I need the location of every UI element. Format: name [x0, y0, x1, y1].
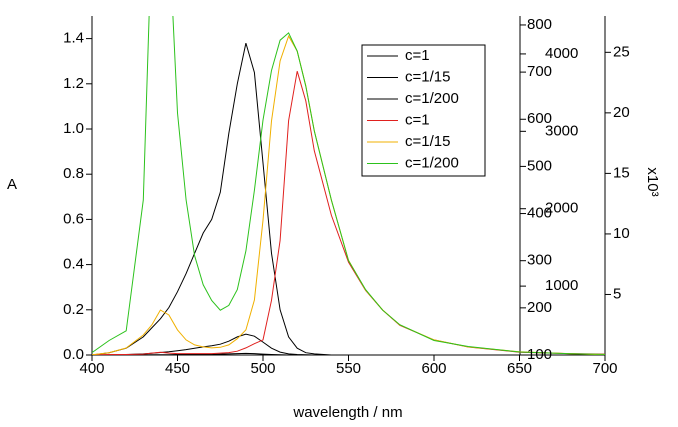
- y4-axis-label: x10³: [644, 167, 661, 196]
- y-tick-label: 2000: [545, 200, 578, 217]
- x-tick-label: 650: [507, 360, 532, 377]
- y-tick-label: 0.2: [63, 301, 84, 318]
- legend-label: c=1/200: [405, 154, 459, 171]
- y-tick-label: 0.8: [63, 165, 84, 182]
- legend-label: c=1/15: [405, 68, 450, 85]
- y-tick-label: 1000: [545, 277, 578, 294]
- y-tick-label: 200: [527, 299, 552, 316]
- legend-label: c=1: [405, 47, 430, 64]
- y-tick-label: 20: [613, 104, 630, 121]
- y-tick-label: 600: [527, 110, 552, 127]
- x-tick-label: 700: [592, 360, 617, 377]
- y-tick-label: 3000: [545, 122, 578, 139]
- y-tick-label: 5: [613, 285, 621, 302]
- legend-label: c=1/15: [405, 133, 450, 150]
- legend: [361, 44, 486, 177]
- y-tick-label: 1.0: [63, 120, 84, 137]
- y-tick-label: 0.6: [63, 210, 84, 227]
- y-tick-label: 700: [527, 63, 552, 80]
- y-tick-label: 400: [527, 205, 552, 222]
- y-tick-label: 300: [527, 252, 552, 269]
- y-tick-label: 10: [613, 225, 630, 242]
- legend-label: c=1: [405, 111, 430, 128]
- series-line: [92, 16, 605, 355]
- y-axis-label: A: [7, 176, 17, 193]
- x-tick-label: 550: [336, 360, 361, 377]
- y-tick-label: 800: [527, 16, 552, 33]
- plot-area: [92, 16, 605, 355]
- y-tick-label: 15: [613, 164, 630, 181]
- y-tick-label: 4000: [545, 45, 578, 62]
- y-tick-label: 500: [527, 157, 552, 174]
- x-tick-label: 400: [79, 360, 104, 377]
- legend-label: c=1/200: [405, 90, 459, 107]
- y-tick-label: 0.0: [63, 346, 84, 363]
- y-tick-label: 100: [527, 346, 552, 363]
- series-line: [92, 42, 605, 355]
- x-axis-label: wavelength / nm: [292, 404, 402, 421]
- x-tick-label: 600: [421, 360, 446, 377]
- y-tick-label: 25: [613, 43, 630, 60]
- series-line: [92, 352, 605, 355]
- y-tick-label: 0.4: [63, 256, 84, 273]
- x-tick-label: 500: [250, 360, 275, 377]
- y-tick-label: 1.2: [63, 75, 84, 92]
- x-tick-label: 450: [165, 360, 190, 377]
- y-tick-label: 1.4: [63, 30, 84, 47]
